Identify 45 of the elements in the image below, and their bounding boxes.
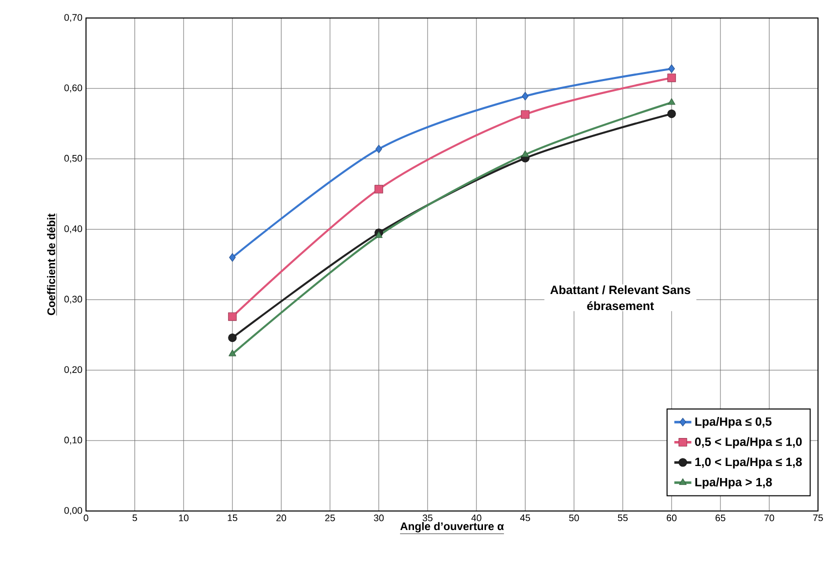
- point: [522, 92, 528, 100]
- y-tick-label: 0,00: [64, 507, 82, 515]
- x-tick-label: 40: [471, 514, 482, 522]
- point: [521, 150, 529, 157]
- y-tick-label: 0,20: [64, 366, 82, 374]
- x-axis-title: Angle d’ouverture α: [400, 522, 504, 532]
- y-tick-label: 0,10: [64, 436, 82, 444]
- point: [228, 333, 237, 342]
- point: [668, 64, 675, 73]
- x-tick-label: 0: [84, 514, 88, 522]
- x-tick-label: 70: [764, 514, 774, 522]
- x-tick-label: 75: [813, 514, 823, 522]
- y-tick-label: 0,50: [64, 154, 82, 163]
- point: [376, 144, 382, 154]
- x-tick-label: 10: [179, 514, 189, 522]
- y-tick-label: 0,30: [64, 296, 82, 304]
- point: [228, 312, 237, 321]
- legend-label: 1,0 < Lpa/Hpa ≤ 1,8: [695, 457, 802, 469]
- x-tick-label: 35: [422, 514, 432, 522]
- y-tick-label: 0,60: [64, 84, 82, 92]
- x-tick-label: 45: [520, 514, 530, 522]
- point: [229, 253, 236, 262]
- x-tick-label: 50: [569, 514, 579, 522]
- x-tick-label: 25: [325, 514, 335, 522]
- point: [520, 110, 530, 119]
- x-tick-label: 15: [228, 514, 238, 522]
- x-tick-label: 5: [132, 514, 138, 522]
- point: [667, 74, 676, 82]
- x-tick-label: 55: [618, 514, 628, 522]
- x-tick-label: 30: [374, 514, 384, 522]
- x-tick-label: 65: [716, 514, 726, 522]
- y-tick-label: 0,70: [64, 14, 82, 22]
- point: [228, 350, 236, 356]
- y-axis-title: Coefficient de débit: [46, 214, 56, 316]
- point: [667, 109, 676, 118]
- legend-label: 0,5 < Lpa/Hpa ≤ 1,0: [695, 437, 802, 448]
- y-tick-label: 0,40: [64, 225, 82, 234]
- legend-label: Lpa/Hpa > 1,8: [695, 478, 772, 489]
- point: [374, 184, 384, 194]
- x-tick-label: 60: [666, 514, 677, 522]
- point: [375, 231, 383, 238]
- legend-title: Abattant / Relevant Sans ébrasement: [550, 285, 690, 310]
- x-tick-label: 20: [276, 514, 286, 522]
- legend-label: Lpa/Hpa ≤ 0,5: [695, 417, 772, 428]
- point: [668, 98, 676, 105]
